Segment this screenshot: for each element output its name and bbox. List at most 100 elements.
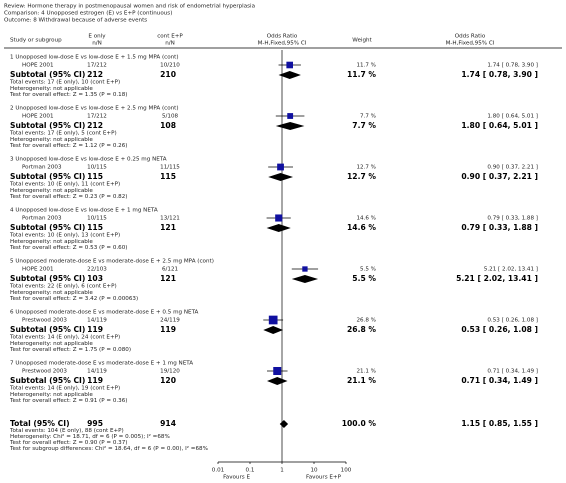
group-title: 6 Unopposed moderate-dose E vs moderate-… (10, 310, 199, 316)
study-square (275, 214, 283, 222)
study-name: Prestwood 2003 (22, 369, 67, 375)
cont: 24/119 (160, 318, 180, 324)
note: Heterogeneity: not applicable (10, 341, 93, 347)
group-title: 5 Unopposed moderate-dose E vs moderate-… (10, 259, 214, 265)
cont: 121 (160, 223, 176, 232)
weight: 100.0 % (342, 419, 377, 428)
weight: 11.7 % (347, 70, 376, 79)
col-header: M-H,Fixed,95% CI (446, 41, 495, 47)
total-label: Total (95% CI) (10, 419, 70, 428)
x-tick-label: 0.1 (246, 468, 255, 474)
note: Heterogeneity: not applicable (10, 188, 93, 194)
weight: 11.7 % (356, 63, 376, 69)
col-header: M-H,Fixed,95% CI (258, 41, 307, 47)
ci-label: 1.80 [ 0.64, 5.01 ] (461, 121, 538, 130)
group-title: 1 Unopposed low-dose E vs low-dose E + 1… (10, 55, 179, 61)
cont: 6/121 (162, 267, 179, 273)
note: Total events: 10 (E only), 13 (cont E+P) (9, 233, 120, 239)
note: Test for overall effect: Z = 3.42 (P = 0… (9, 296, 138, 302)
cont: 210 (160, 70, 176, 79)
cont: 19/120 (160, 369, 180, 375)
summary-diamond (263, 326, 284, 334)
ci-label: 0.71 [ 0.34, 1.49 ] (461, 376, 538, 385)
cont: 119 (160, 325, 176, 334)
e-only: 103 (87, 274, 103, 283)
col-header: n/N (165, 41, 175, 47)
weight: 14.6 % (347, 223, 376, 232)
favours-left: Favours E (223, 475, 250, 481)
weight: 12.7 % (356, 165, 376, 171)
cont: 120 (160, 376, 176, 385)
study-name: HOPE 2001 (22, 114, 54, 120)
subtotal-label: Subtotal (95% CI) (10, 172, 85, 181)
weight: 5.5 % (360, 267, 376, 273)
study-square (287, 113, 294, 119)
note: Test for overall effect: Z = 1.12 (P = 0… (9, 143, 127, 149)
ci-label: 0.79 [ 0.33, 1.88 ] (487, 216, 538, 222)
study-name: HOPE 2001 (22, 267, 54, 273)
comparison: Comparison: 4 Unopposed estrogen (E) vs … (4, 11, 172, 17)
e-only: 10/115 (87, 216, 107, 222)
summary-diamond (291, 275, 319, 283)
review: Review: Hormone therapy in postmenopausa… (4, 4, 255, 10)
note: Total events: 14 (E only), 24 (cont E+P) (9, 335, 120, 341)
study-square (286, 61, 293, 69)
study-name: Prestwood 2003 (22, 318, 67, 324)
weight: 26.8 % (356, 318, 376, 324)
note: Total events: 17 (E only), 10 (cont E+P) (9, 80, 120, 86)
e-only: 115 (87, 223, 103, 232)
e-only: 212 (87, 70, 103, 79)
ci-label: 0.79 [ 0.33, 1.88 ] (461, 223, 538, 232)
ci-label: 0.90 [ 0.37, 2.21 ] (461, 172, 538, 181)
ci-label: 1.15 [ 0.85, 1.55 ] (461, 419, 538, 428)
e-only: 119 (87, 325, 103, 334)
col-header: cont E+P (157, 34, 183, 40)
e-only: 10/115 (87, 165, 107, 171)
outcome: Outcome: 8 Withdrawal because of adverse… (4, 18, 147, 24)
note: Total events: 14 (E only), 19 (cont E+P) (9, 386, 120, 392)
weight: 12.7 % (347, 172, 376, 181)
x-tick-label: 100 (341, 468, 352, 474)
study-name: Portman 2003 (22, 165, 62, 171)
cont: 11/115 (160, 165, 180, 171)
note: Test for overall effect: Z = 1.75 (P = 0… (9, 347, 131, 353)
note: Heterogeneity: not applicable (10, 86, 93, 92)
note: Heterogeneity: Chi² = 18.71, df = 6 (P =… (10, 433, 170, 440)
col-header: Odds Ratio (455, 34, 486, 40)
note: Test for overall effect: Z = 1.35 (P = 0… (9, 92, 127, 98)
note: Test for subgroup differences: Chi² = 18… (9, 445, 208, 452)
summary-diamond (279, 420, 289, 428)
summary-diamond (267, 377, 288, 385)
subtotal-label: Subtotal (95% CI) (10, 70, 85, 79)
summary-diamond (275, 122, 305, 130)
note: Test for overall effect: Z = 0.91 (P = 0… (9, 398, 127, 404)
note: Test for overall effect: Z = 0.90 (P = 0… (9, 440, 127, 446)
ci-label: 5.21 [ 2.02, 13.41 ] (484, 267, 538, 273)
study-square (277, 163, 284, 171)
weight: 7.7 % (352, 121, 376, 130)
weight: 5.5 % (352, 274, 376, 283)
cont: 5/108 (162, 114, 179, 120)
favours-right: Favours E+P (306, 475, 342, 481)
note: Total events: 22 (E only), 6 (cont E+P) (9, 284, 117, 290)
cont: 121 (160, 274, 176, 283)
ci-label: 1.74 [ 0.78, 3.90 ] (461, 70, 538, 79)
subtotal-label: Subtotal (95% CI) (10, 325, 85, 334)
note: Test for overall effect: Z = 0.53 (P = 0… (9, 245, 127, 251)
x-tick-label: 10 (310, 468, 318, 474)
note: Heterogeneity: not applicable (10, 239, 93, 245)
subtotal-label: Subtotal (95% CI) (10, 121, 85, 130)
col-header: Odds Ratio (267, 34, 298, 40)
note: Heterogeneity: not applicable (10, 392, 93, 398)
e-only: 115 (87, 172, 103, 181)
cont: 13/121 (160, 216, 180, 222)
note: Total events: 17 (E only), 5 (cont E+P) (9, 131, 117, 137)
weight: 7.7 % (360, 114, 376, 120)
ci-label: 1.80 [ 0.64, 5.01 ] (487, 114, 538, 120)
e-only: 119 (87, 376, 103, 385)
note: Total events: 104 (E only), 88 (cont E+P… (9, 428, 124, 434)
cont: 10/210 (160, 63, 180, 69)
study-square (268, 315, 278, 325)
group-title: 4 Unopposed low-dose E vs low-dose E + 1… (10, 208, 158, 214)
summary-diamond (268, 173, 294, 181)
